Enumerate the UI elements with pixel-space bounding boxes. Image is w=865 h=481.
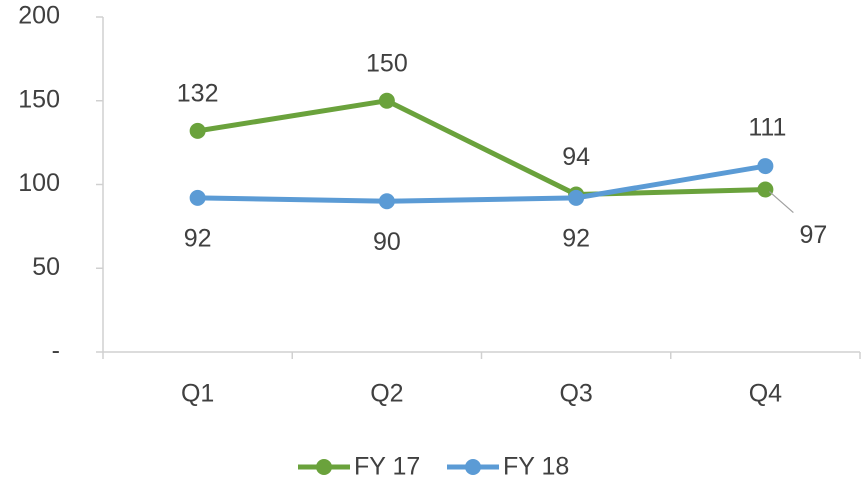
leader-line <box>768 191 794 213</box>
legend-marker <box>316 459 332 475</box>
data-label: 97 <box>799 221 827 249</box>
point <box>378 92 395 109</box>
data-label: 92 <box>562 225 590 253</box>
legend-label: FY 17 <box>354 453 420 481</box>
data-label: 111 <box>748 114 786 142</box>
data-label: 94 <box>562 143 590 171</box>
legend-label: FY 18 <box>503 453 569 481</box>
data-label: 92 <box>184 225 212 253</box>
y-tick-label: 200 <box>18 2 60 30</box>
x-tick-label: Q1 <box>181 380 214 408</box>
y-tick-label: - <box>52 337 60 365</box>
x-tick-label: Q2 <box>370 380 403 408</box>
data-label: 150 <box>366 49 408 77</box>
series-line <box>197 163 766 204</box>
x-tick-label: Q3 <box>559 380 592 408</box>
point <box>189 122 206 139</box>
point <box>189 189 206 206</box>
data-label: 132 <box>177 80 219 108</box>
y-tick-label: 50 <box>32 253 60 281</box>
y-tick-label: 100 <box>18 169 60 197</box>
series-line <box>197 98 766 198</box>
point <box>568 189 585 206</box>
y-tick-label: 150 <box>18 85 60 113</box>
point <box>757 158 774 175</box>
legend-marker <box>465 459 481 475</box>
data-label: 90 <box>373 228 401 256</box>
point <box>757 181 774 198</box>
x-tick-label: Q4 <box>749 380 782 408</box>
point <box>378 193 395 210</box>
